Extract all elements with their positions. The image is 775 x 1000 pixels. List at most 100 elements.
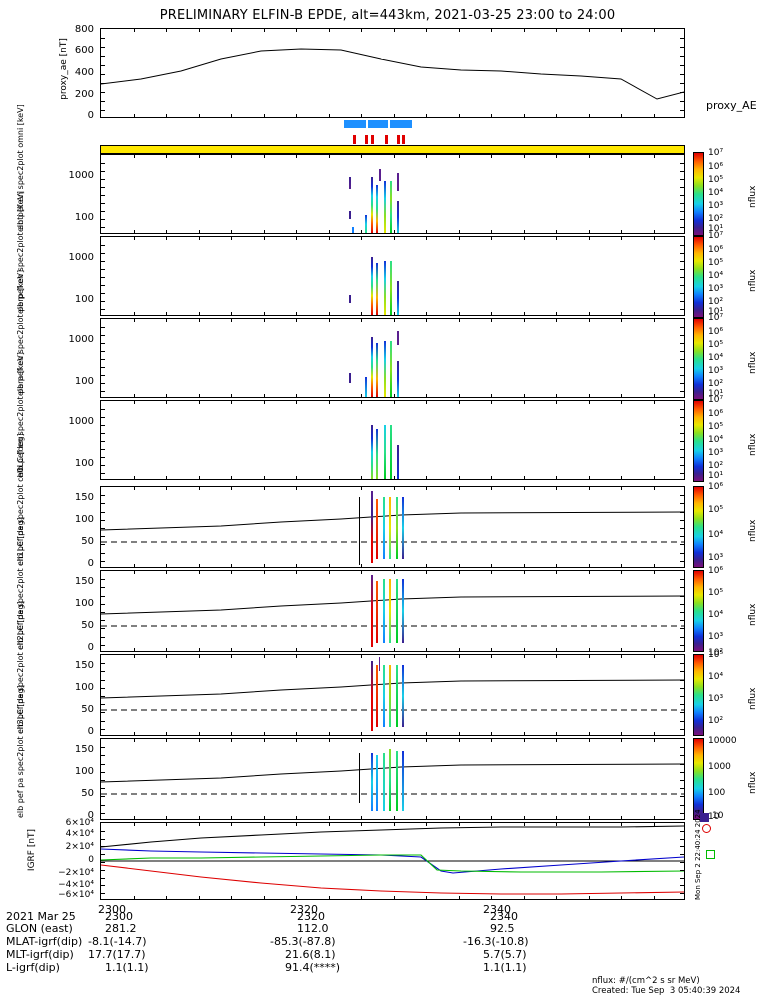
- axis-tick: [524, 401, 525, 404]
- axis-tick: [264, 155, 265, 158]
- axis-tick: [134, 155, 135, 158]
- axis-tick: [556, 401, 557, 404]
- pa-stripe: [376, 581, 378, 643]
- igrf-trace-black: [101, 825, 684, 848]
- axis-tick: [394, 114, 395, 117]
- axis-tick: [199, 476, 200, 479]
- axis-tick: [394, 655, 395, 658]
- axis-tick: [680, 612, 684, 613]
- spec-stripe: [390, 261, 392, 315]
- axis-tick: [231, 732, 232, 735]
- colorbar-para: [693, 400, 704, 482]
- axis-tick: [556, 655, 557, 658]
- colorbar-ch2lc: [693, 654, 704, 736]
- axis-tick: [101, 696, 105, 697]
- axis-tick: [231, 29, 232, 32]
- axis-tick: [264, 487, 265, 490]
- axis-tick: [296, 319, 297, 322]
- axis-tick: [166, 896, 167, 899]
- render-timestamp: Mon Sep 2 22:40:24 2024: [694, 809, 702, 900]
- axis-tick: [680, 171, 684, 172]
- axis-tick: [134, 312, 135, 315]
- axis-tick: [426, 319, 427, 322]
- axis-tick: [680, 747, 684, 748]
- axis-tick: [680, 637, 684, 638]
- axis-tick: [101, 285, 105, 286]
- axis-tick: [101, 620, 105, 621]
- axis-tick: [199, 648, 200, 651]
- axis-tick: [680, 805, 684, 806]
- cb-omni-tick-1e1: 10¹: [708, 224, 724, 234]
- cb-perp-tick-1e3: 10³: [708, 366, 724, 376]
- axis-tick: [166, 816, 167, 819]
- axis-tick: [621, 823, 622, 826]
- axis-tick: [680, 285, 684, 286]
- science-zone-bar: [100, 145, 685, 154]
- cb-ch2lc-tick-1e5: 10⁵: [708, 650, 724, 660]
- cb-perp-tick-1e4: 10⁴: [708, 353, 724, 363]
- axis-tick: [361, 319, 362, 322]
- axis-tick: [101, 343, 105, 344]
- en-anti-ytick-100: 100: [74, 294, 94, 305]
- spec-stripe: [379, 169, 381, 181]
- axis-tick: [680, 780, 684, 781]
- axis-tick: [491, 564, 492, 567]
- axis-tick: [654, 29, 655, 32]
- axis-tick: [329, 732, 330, 735]
- axis-tick: [231, 155, 232, 158]
- axis-tick: [199, 655, 200, 658]
- axis-tick: [459, 476, 460, 479]
- axis-tick: [524, 394, 525, 397]
- axis-tick: [394, 230, 395, 233]
- axis-tick: [589, 114, 590, 117]
- axis-tick: [459, 114, 460, 117]
- axis-tick: [654, 732, 655, 735]
- axis-tick: [101, 227, 105, 228]
- axis-tick: [166, 155, 167, 158]
- axis-tick: [361, 230, 362, 233]
- axis-tick: [654, 476, 655, 479]
- axis-tick: [394, 319, 395, 322]
- event-tick-3: [371, 135, 374, 144]
- axis-tick: [101, 680, 105, 681]
- axis-tick: [654, 394, 655, 397]
- axis-tick: [459, 312, 460, 315]
- axis-tick: [680, 74, 684, 75]
- xtick-2300: 2300: [98, 903, 126, 916]
- axis-tick: [556, 394, 557, 397]
- axis-tick: [680, 47, 684, 48]
- pa-ch1lc-lc-line: [101, 595, 684, 627]
- axis-tick: [394, 487, 395, 490]
- axis-tick: [524, 114, 525, 117]
- axis-tick: [680, 553, 684, 554]
- axis-tick: [101, 628, 105, 629]
- axis-tick: [654, 487, 655, 490]
- axis-tick: [101, 503, 105, 504]
- pa-ch0lc-lc-line: [101, 511, 684, 543]
- footer-mlt-col2: 21.6(8.1): [285, 948, 336, 961]
- axis-tick: [426, 648, 427, 651]
- pa-stripe: [383, 753, 385, 811]
- footer-mlt-col1: 17.7(17.7): [88, 948, 146, 961]
- axis-tick: [199, 230, 200, 233]
- axis-tick: [101, 671, 105, 672]
- axis-tick: [426, 564, 427, 567]
- axis-tick: [680, 628, 684, 629]
- axis-tick: [394, 401, 395, 404]
- pa-stripe: [376, 755, 378, 811]
- cb-anti-tick-1e1: 10¹: [708, 307, 724, 317]
- pa-stripe: [383, 497, 385, 559]
- xtick-2320: 2320: [290, 903, 318, 916]
- cb-anti-label: nflux: [748, 269, 758, 292]
- igrf-ytick-m6: −6×10⁴: [58, 890, 94, 900]
- axis-tick: [231, 401, 232, 404]
- cb-perp-tick-1e2: 10²: [708, 379, 724, 389]
- axis-tick: [296, 394, 297, 397]
- axis-tick: [680, 417, 684, 418]
- axis-tick: [264, 564, 265, 567]
- axis-tick: [101, 56, 105, 57]
- axis-tick: [329, 655, 330, 658]
- proxy-ae-trace: [101, 48, 684, 100]
- spec-stripe: [365, 215, 367, 233]
- axis-tick: [296, 571, 297, 574]
